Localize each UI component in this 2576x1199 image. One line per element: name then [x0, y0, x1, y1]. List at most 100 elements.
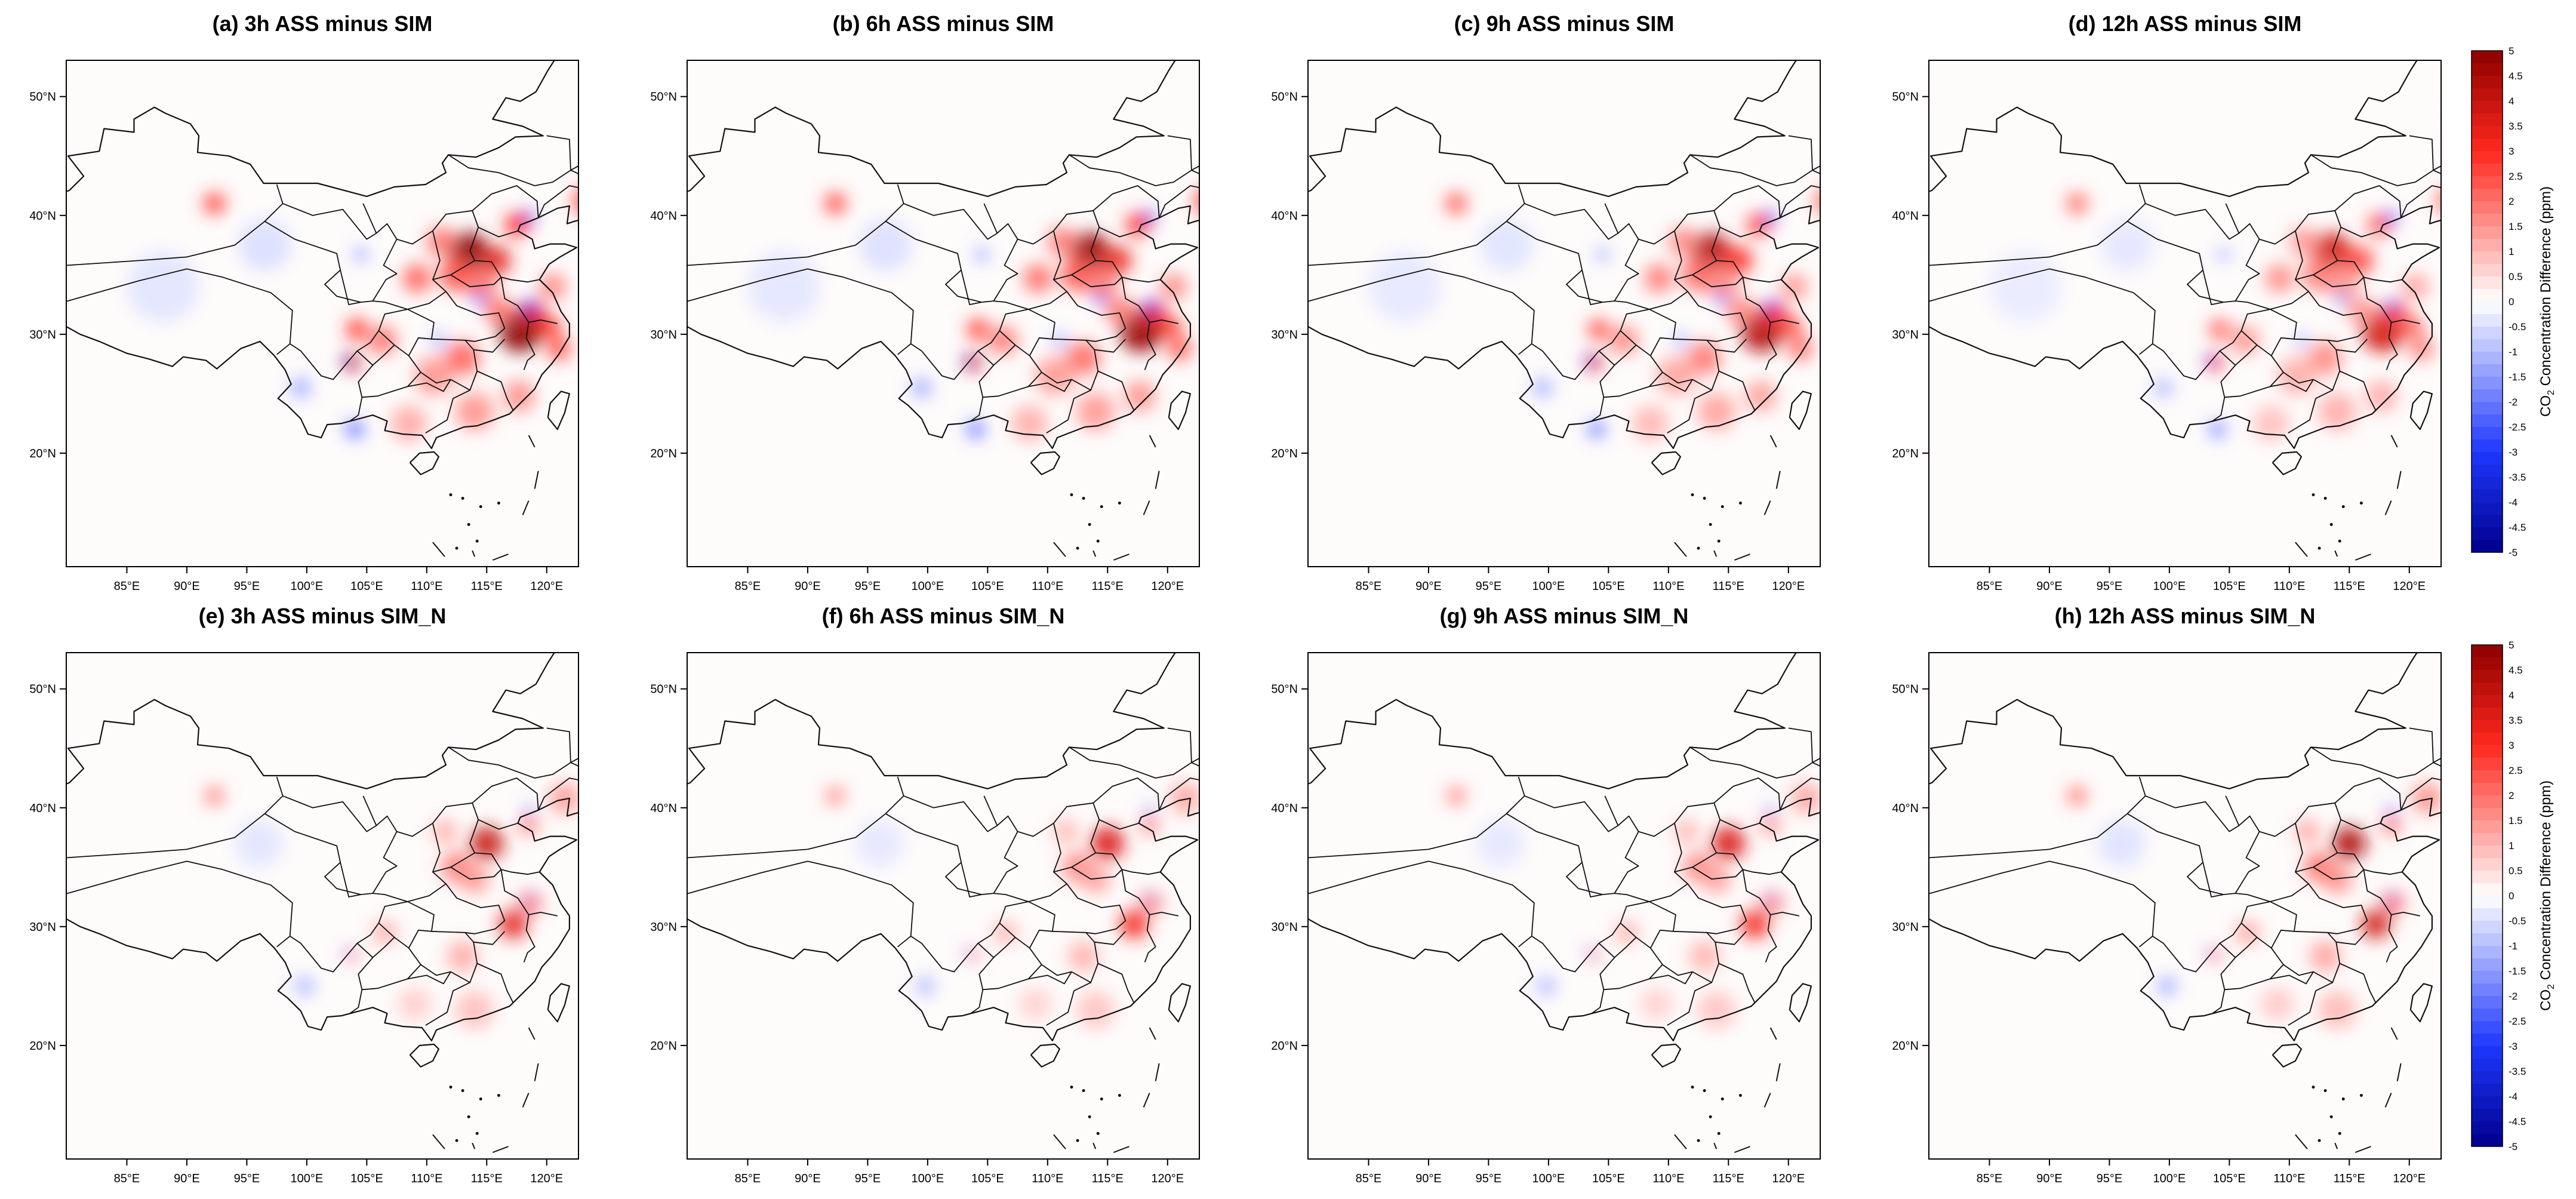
positive-anomaly — [1125, 213, 1150, 237]
negative-anomaly — [859, 219, 912, 272]
maritime-boundary-dash — [2390, 435, 2398, 448]
province-border — [1716, 852, 1781, 875]
province-border — [1144, 914, 1156, 963]
colorbar-tick-label: 5 — [2509, 640, 2514, 651]
maritime-boundary-dash — [1143, 500, 1150, 515]
map-frame: 85°E 90°E 95°E 100°E 105°E 110°E 115°E 120°E 50°… — [29, 41, 579, 593]
positive-anomaly — [826, 786, 845, 806]
positive-anomaly — [498, 910, 528, 939]
province-border — [1614, 223, 1639, 302]
province-border — [478, 819, 518, 830]
province-border — [2308, 883, 2368, 930]
province-border — [1929, 860, 2156, 948]
negative-anomaly — [1588, 421, 1605, 438]
x-tick-label: 110°E — [1652, 1172, 1684, 1185]
positive-anomaly — [1761, 816, 1780, 835]
province-border — [1620, 901, 1673, 949]
positive-anomaly — [2260, 987, 2294, 1021]
province-border — [1098, 226, 1139, 238]
negative-anomaly — [1766, 893, 1777, 903]
province-border — [1687, 291, 1747, 337]
colorbar-bin — [2472, 164, 2503, 177]
colorbar-tick-label: 0.5 — [2509, 865, 2523, 877]
maritime-boundary-dash — [1092, 1142, 1097, 1149]
x-tick-label: 100°E — [912, 1172, 944, 1185]
maritime-boundary-dash — [1053, 1134, 1066, 1149]
province-border — [910, 923, 1001, 973]
province-border — [2219, 937, 2258, 958]
province-border — [445, 291, 506, 337]
province-border — [356, 937, 395, 958]
positive-anomaly — [1781, 316, 1803, 338]
province-border — [1581, 270, 1603, 306]
province-border — [2334, 185, 2402, 218]
colorbar-bin — [2472, 983, 2503, 997]
colorbar-bin — [2472, 1071, 2503, 1084]
x-tick-label: 85°E — [114, 1172, 140, 1185]
island-dot — [1096, 539, 1100, 543]
colorbar-bin — [2472, 201, 2503, 214]
positive-anomaly — [484, 296, 513, 325]
colorbar-tick-label: 0 — [2509, 890, 2514, 902]
positive-anomaly — [1689, 940, 1721, 972]
colorbar-bin — [2472, 883, 2503, 896]
colorbar-bin — [2472, 996, 2503, 1009]
maritime-boundary-dash — [522, 500, 530, 515]
province-border — [2313, 274, 2365, 288]
positive-anomaly — [1614, 920, 1639, 945]
colorbar-tick-label: 1 — [2509, 840, 2514, 851]
island-dot — [2329, 1115, 2333, 1118]
province-border — [1158, 777, 1199, 811]
maritime-boundary-dash — [2396, 471, 2402, 489]
panel-title: (g) 9h ASS minus SIM_N — [1439, 604, 1689, 628]
province-border — [903, 795, 998, 832]
colorbar-bin — [2472, 795, 2503, 808]
maritime-boundary-dash — [1155, 1063, 1160, 1081]
negative-anomaly — [343, 355, 353, 365]
colorbar-tick-label: -0.5 — [2509, 915, 2526, 927]
maritime-boundary-dash — [492, 554, 509, 561]
positive-anomaly — [2361, 910, 2390, 939]
colorbar-bin — [2472, 76, 2503, 89]
island-dot — [1076, 1139, 1079, 1142]
plot-frame — [687, 652, 1200, 1160]
island-dot — [479, 505, 482, 508]
island-dot — [1709, 522, 1712, 526]
province-border — [688, 184, 904, 266]
island-border — [2272, 451, 2303, 475]
province-border — [970, 989, 984, 1014]
province-border — [1649, 309, 1737, 342]
province-border — [2337, 260, 2402, 283]
island-dot — [1070, 1086, 1073, 1089]
province-border — [977, 937, 1016, 958]
positive-anomaly — [398, 987, 432, 1021]
colorbar-tick-label: 4.5 — [2509, 70, 2523, 82]
province-border — [448, 727, 571, 779]
province-border — [1028, 972, 1072, 985]
y-tick-label: 40°N — [1892, 210, 1919, 223]
province-border — [2152, 923, 2242, 973]
negative-anomaly — [591, 93, 634, 136]
colorbar: 5 4.5 4 3.5 3 2.5 2 1.5 1 0.5 0 -0.5 -1 -1.5 -2 -2.5 -3 -… — [2466, 640, 2576, 1182]
province-border — [1742, 277, 1799, 324]
province-border — [993, 230, 1067, 310]
maritime-boundary-dash — [2355, 554, 2371, 561]
island-dot — [2312, 493, 2315, 497]
province-border — [2288, 982, 2333, 1026]
colorbar-tick-label: -5 — [2509, 1141, 2517, 1152]
colorbar-tick-label: 3 — [2509, 740, 2514, 751]
negative-anomaly — [1212, 93, 1255, 136]
colorbar-tick-label: 2 — [2509, 196, 2514, 207]
province-border — [523, 914, 535, 963]
province-border — [2334, 777, 2402, 810]
plot-frame — [687, 60, 1200, 567]
maritime-boundary-dash — [492, 1146, 509, 1153]
province-border — [570, 758, 578, 763]
province-border — [407, 901, 495, 934]
positive-anomaly — [1053, 819, 1078, 844]
colorbar-tick-label: 0.5 — [2509, 271, 2523, 282]
maritime-boundary-dash — [1764, 1093, 1771, 1108]
positive-anomaly — [1656, 356, 1695, 395]
island-dot — [2329, 522, 2333, 526]
positive-anomaly — [1105, 296, 1134, 325]
